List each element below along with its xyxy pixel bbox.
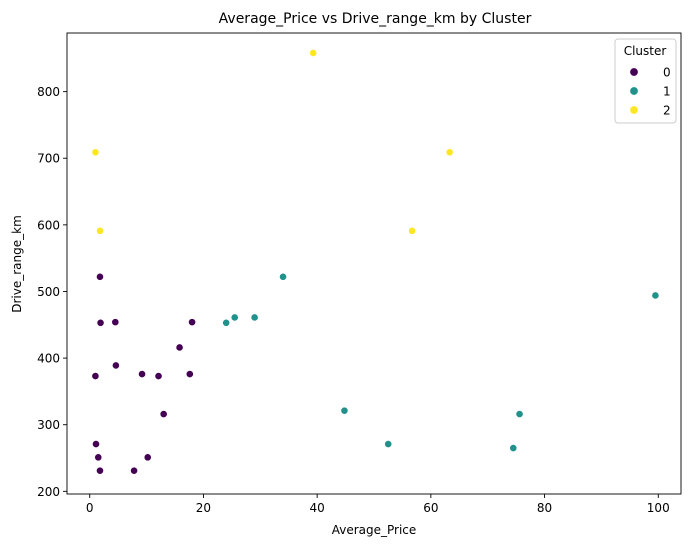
- data-point: [230, 313, 239, 322]
- data-point: [515, 410, 524, 418]
- chart-title: Average_Price vs Drive_range_km by Clust…: [219, 11, 532, 27]
- plot-area: [91, 49, 660, 475]
- data-point: [96, 226, 104, 235]
- data-point: [111, 318, 120, 327]
- legend-entry-label: 2: [663, 104, 671, 118]
- series-cluster-1: [222, 272, 660, 452]
- data-point: [309, 49, 318, 57]
- data-point: [154, 372, 163, 380]
- x-tick-label: 40: [310, 501, 325, 515]
- y-tick-label: 300: [37, 418, 60, 432]
- data-point: [94, 453, 103, 462]
- data-point: [340, 406, 349, 415]
- x-tick-label: 80: [537, 501, 552, 515]
- data-point: [408, 226, 416, 235]
- data-point: [185, 370, 194, 378]
- y-tick-label: 500: [37, 285, 60, 299]
- data-point: [651, 291, 660, 300]
- data-point: [222, 318, 231, 327]
- data-point: [250, 313, 259, 322]
- plot-frame: [66, 32, 682, 495]
- y-tick-label: 600: [37, 218, 60, 232]
- data-point: [384, 440, 393, 448]
- data-point: [138, 370, 146, 378]
- legend-entry-label: 1: [663, 85, 671, 99]
- legend-marker: [629, 86, 639, 96]
- data-point: [509, 444, 518, 452]
- legend: Cluster 0 1 2: [614, 38, 677, 124]
- y-tick-label: 700: [37, 152, 60, 166]
- x-tick-label: 0: [86, 501, 94, 515]
- legend-marker: [629, 105, 639, 115]
- legend-marker: [629, 67, 639, 77]
- data-point: [92, 440, 100, 448]
- y-tick-label: 200: [37, 485, 60, 499]
- data-point: [175, 343, 184, 352]
- data-point: [96, 272, 104, 281]
- series-cluster-2: [91, 49, 454, 235]
- data-point: [111, 361, 120, 370]
- data-point: [91, 372, 100, 380]
- data-point: [143, 453, 152, 462]
- x-tick-label: 60: [423, 501, 438, 515]
- y-axis: 200 300 400 500 600 700 800: [37, 85, 67, 499]
- data-point: [188, 318, 196, 327]
- data-point: [96, 466, 104, 475]
- data-point: [96, 318, 105, 327]
- legend-title: Cluster: [624, 44, 667, 58]
- legend-box: [614, 38, 677, 124]
- x-axis: 0 20 40 60 80 100: [86, 494, 670, 515]
- series-cluster-0: [91, 272, 196, 475]
- legend-entry-label: 0: [663, 66, 671, 80]
- data-point: [159, 410, 168, 418]
- x-tick-label: 20: [196, 501, 211, 515]
- data-point: [279, 272, 287, 281]
- y-axis-label: Drive_range_km: [10, 215, 24, 313]
- x-axis-label: Average_Price: [332, 523, 417, 537]
- data-point: [91, 148, 100, 157]
- x-tick-label: 100: [647, 501, 670, 515]
- y-tick-label: 400: [37, 352, 60, 366]
- y-tick-label: 800: [37, 85, 60, 99]
- data-point: [445, 148, 454, 157]
- data-point: [130, 466, 138, 475]
